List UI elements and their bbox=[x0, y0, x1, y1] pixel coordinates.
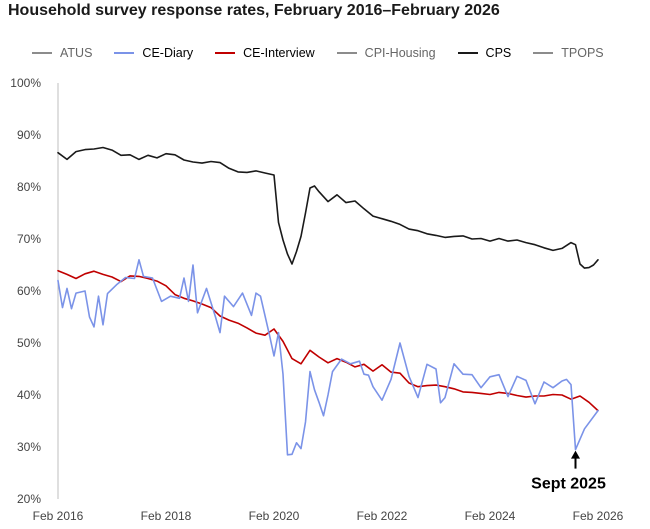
legend-swatch bbox=[336, 52, 357, 54]
y-tick-label: 80% bbox=[17, 180, 41, 194]
y-tick-label: 40% bbox=[17, 388, 41, 402]
y-tick-label: 70% bbox=[17, 232, 41, 246]
legend-swatch bbox=[533, 52, 554, 54]
chart-title: Household survey response rates, Februar… bbox=[8, 2, 500, 19]
y-tick-label: 30% bbox=[17, 440, 41, 454]
x-tick-label: Feb 2016 bbox=[33, 509, 84, 523]
legend-label: CE-Interview bbox=[243, 46, 315, 60]
legend-swatch bbox=[457, 52, 478, 54]
x-tick-label: Feb 2026 bbox=[573, 509, 624, 523]
legend-label: CE-Diary bbox=[142, 46, 194, 60]
annotation-arrowhead bbox=[571, 450, 580, 459]
legend-label: TPOPS bbox=[561, 46, 604, 60]
annotations: Sept 2025 bbox=[531, 450, 606, 493]
y-axis: 20% 30% 40% 50% 60% 70% 80% 90% 100% bbox=[10, 76, 41, 506]
annotation-label: Sept 2025 bbox=[531, 476, 606, 493]
series-line-ce-diary bbox=[57, 258, 599, 456]
legend-item-cps: CPS bbox=[457, 46, 512, 60]
y-tick-label: 90% bbox=[17, 128, 41, 142]
x-tick-label: Feb 2022 bbox=[357, 509, 408, 523]
x-tick-label: Feb 2020 bbox=[249, 509, 300, 523]
x-axis: Feb 2016 Feb 2018 Feb 2020 Feb 2022 Feb 2024… bbox=[33, 509, 624, 523]
legend-item-cpi-housing: CPI-Housing bbox=[336, 46, 436, 60]
legend-item-ce-diary: CE-Diary bbox=[114, 46, 193, 60]
x-tick-label: Feb 2018 bbox=[141, 509, 192, 523]
y-tick-label: 60% bbox=[17, 284, 41, 298]
legend-label: CPI-Housing bbox=[364, 46, 436, 60]
y-tick-label: 50% bbox=[17, 336, 41, 350]
legend-swatch bbox=[114, 52, 135, 54]
legend-swatch bbox=[215, 52, 236, 54]
legend-label: ATUS bbox=[60, 46, 93, 60]
legend-label: CPS bbox=[485, 46, 512, 60]
series-line-ce-interview bbox=[57, 269, 599, 412]
legend-item-ce-interview: CE-Interview bbox=[215, 46, 315, 60]
legend-item-atus: ATUS bbox=[32, 46, 92, 60]
legend-swatch bbox=[32, 52, 52, 54]
y-tick-label: 100% bbox=[10, 76, 41, 90]
legend-item-tpops: TPOPS bbox=[533, 46, 604, 60]
x-tick-label: Feb 2024 bbox=[465, 509, 516, 523]
y-tick-label: 20% bbox=[17, 492, 41, 506]
series-lines bbox=[57, 146, 599, 456]
series-line-cps bbox=[57, 146, 599, 269]
chart-legend: ATUS CE-Diary CE-Interview CPI-Housing CPS TP… bbox=[32, 43, 626, 63]
